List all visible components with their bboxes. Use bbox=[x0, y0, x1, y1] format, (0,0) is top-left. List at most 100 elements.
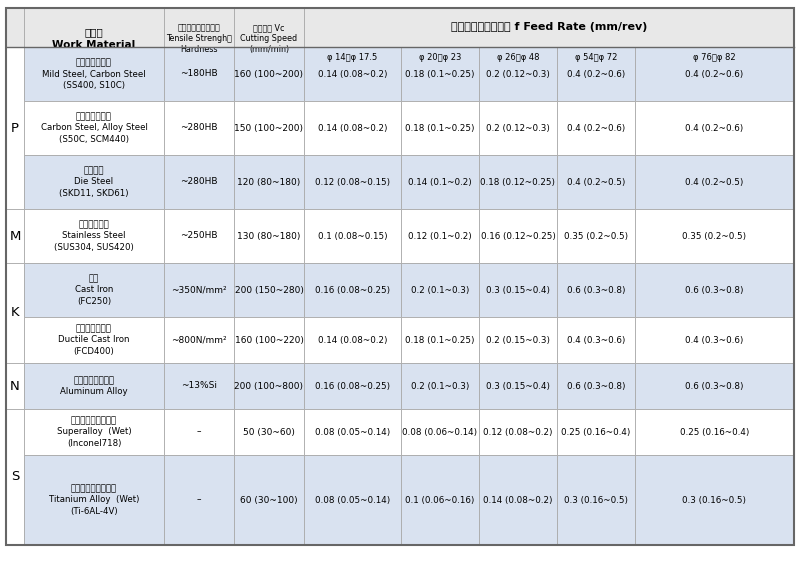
Bar bbox=[557, 47, 635, 101]
Text: 軟鬼、低炭素鬼
Mild Steel, Carbon Steel
(SS400, S10C): 軟鬼、低炭素鬼 Mild Steel, Carbon Steel (SS400,… bbox=[42, 58, 146, 89]
Bar bbox=[557, 317, 635, 363]
Text: 200 (150~280): 200 (150~280) bbox=[234, 285, 303, 295]
Text: –: – bbox=[197, 496, 202, 504]
Text: φ 76～φ 82: φ 76～φ 82 bbox=[693, 53, 736, 62]
Bar bbox=[24, 363, 164, 409]
Text: 200 (100~800): 200 (100~800) bbox=[234, 382, 303, 391]
Bar bbox=[234, 8, 304, 69]
Text: φ 14～φ 17.5: φ 14～φ 17.5 bbox=[327, 53, 378, 62]
Bar bbox=[479, 47, 557, 101]
Text: ダイス鬼
Die Steel
(SKD11, SKD61): ダイス鬼 Die Steel (SKD11, SKD61) bbox=[59, 166, 129, 198]
Text: 0.08 (0.06~0.14): 0.08 (0.06~0.14) bbox=[402, 427, 478, 437]
Bar bbox=[401, 409, 479, 455]
Bar bbox=[24, 209, 164, 263]
Bar bbox=[164, 209, 234, 263]
Bar bbox=[635, 209, 794, 263]
Bar bbox=[234, 47, 304, 101]
Bar bbox=[557, 409, 635, 455]
Bar bbox=[401, 101, 479, 155]
Text: 0.4 (0.2~0.5): 0.4 (0.2~0.5) bbox=[686, 178, 744, 186]
Text: ~350N/mm²: ~350N/mm² bbox=[171, 285, 227, 295]
Bar bbox=[479, 317, 557, 363]
Text: 0.4 (0.2~0.6): 0.4 (0.2~0.6) bbox=[686, 69, 744, 79]
Text: 160 (100~220): 160 (100~220) bbox=[234, 336, 303, 344]
Bar bbox=[557, 363, 635, 409]
Text: 150 (100~200): 150 (100~200) bbox=[234, 124, 303, 132]
Bar bbox=[234, 317, 304, 363]
Bar bbox=[234, 155, 304, 209]
Text: 0.6 (0.3~0.8): 0.6 (0.3~0.8) bbox=[566, 285, 626, 295]
Bar bbox=[479, 363, 557, 409]
Bar bbox=[304, 363, 401, 409]
Bar bbox=[304, 47, 401, 101]
Bar bbox=[234, 263, 304, 317]
Text: 超耕熱合金（湿式）
Superalloy  (Wet)
(Inconel718): 超耕熱合金（湿式） Superalloy (Wet) (Inconel718) bbox=[57, 417, 131, 448]
Bar bbox=[234, 455, 304, 545]
Bar bbox=[635, 263, 794, 317]
Bar bbox=[635, 47, 794, 101]
Bar bbox=[24, 455, 164, 545]
Text: 0.14 (0.1~0.2): 0.14 (0.1~0.2) bbox=[408, 178, 472, 186]
Bar bbox=[164, 8, 234, 69]
Text: ステンレス鬼
Stainless Steel
(SUS304, SUS420): ステンレス鬼 Stainless Steel (SUS304, SUS420) bbox=[54, 221, 134, 252]
Bar bbox=[401, 263, 479, 317]
Bar bbox=[164, 101, 234, 155]
Text: P: P bbox=[11, 121, 19, 135]
Bar bbox=[6, 263, 24, 363]
Text: 引張強さ・硬さ成分
Tensile Strengh・
Hardness: 引張強さ・硬さ成分 Tensile Strengh・ Hardness bbox=[166, 23, 232, 54]
Text: M: M bbox=[10, 230, 21, 242]
Text: 60 (30~100): 60 (30~100) bbox=[240, 496, 298, 504]
Text: 0.14 (0.08~0.2): 0.14 (0.08~0.2) bbox=[483, 496, 553, 504]
Text: 被削材
Work Material: 被削材 Work Material bbox=[52, 28, 136, 50]
Bar bbox=[635, 455, 794, 545]
Text: φ 26～φ 48: φ 26～φ 48 bbox=[497, 53, 539, 62]
Text: 0.08 (0.05~0.14): 0.08 (0.05~0.14) bbox=[315, 496, 390, 504]
Text: 0.4 (0.2~0.6): 0.4 (0.2~0.6) bbox=[567, 124, 625, 132]
Bar bbox=[479, 209, 557, 263]
Bar bbox=[401, 317, 479, 363]
Bar bbox=[557, 209, 635, 263]
Text: 0.18 (0.1~0.25): 0.18 (0.1~0.25) bbox=[406, 69, 474, 79]
Text: 0.2 (0.1~0.3): 0.2 (0.1~0.3) bbox=[411, 382, 469, 391]
Bar bbox=[479, 409, 557, 455]
Text: 0.16 (0.08~0.25): 0.16 (0.08~0.25) bbox=[315, 382, 390, 391]
Text: 0.14 (0.08~0.2): 0.14 (0.08~0.2) bbox=[318, 124, 387, 132]
Bar bbox=[479, 155, 557, 209]
Bar bbox=[557, 155, 635, 209]
Text: 0.12 (0.08~0.15): 0.12 (0.08~0.15) bbox=[315, 178, 390, 186]
Text: 160 (100~200): 160 (100~200) bbox=[234, 69, 303, 79]
Text: 0.2 (0.15~0.3): 0.2 (0.15~0.3) bbox=[486, 336, 550, 344]
Text: チタン合金（湿式）
Titanium Alloy  (Wet)
(Ti-6AL-4V): チタン合金（湿式） Titanium Alloy (Wet) (Ti-6AL-4… bbox=[49, 484, 139, 516]
Bar bbox=[24, 101, 164, 155]
Text: ~13%Si: ~13%Si bbox=[181, 382, 217, 391]
Text: 0.12 (0.08~0.2): 0.12 (0.08~0.2) bbox=[483, 427, 553, 437]
Bar bbox=[164, 263, 234, 317]
Text: ~800N/mm²: ~800N/mm² bbox=[171, 336, 227, 344]
Bar bbox=[557, 47, 635, 69]
Text: 0.14 (0.08~0.2): 0.14 (0.08~0.2) bbox=[318, 69, 387, 79]
Text: 0.08 (0.05~0.14): 0.08 (0.05~0.14) bbox=[315, 427, 390, 437]
Text: ダクタイル鑄鉄
Ductile Cast Iron
(FCD400): ダクタイル鑄鉄 Ductile Cast Iron (FCD400) bbox=[58, 324, 130, 356]
Text: 0.4 (0.3~0.6): 0.4 (0.3~0.6) bbox=[567, 336, 625, 344]
Text: 0.3 (0.16~0.5): 0.3 (0.16~0.5) bbox=[682, 496, 746, 504]
Bar bbox=[164, 409, 234, 455]
Text: 切削速度 Vc
Cutting Speed
(mm/min): 切削速度 Vc Cutting Speed (mm/min) bbox=[241, 23, 298, 54]
Bar bbox=[24, 47, 164, 101]
Bar bbox=[635, 409, 794, 455]
Text: 0.3 (0.16~0.5): 0.3 (0.16~0.5) bbox=[564, 496, 628, 504]
Bar bbox=[479, 101, 557, 155]
Bar bbox=[401, 455, 479, 545]
Bar bbox=[304, 101, 401, 155]
Text: 0.4 (0.2~0.5): 0.4 (0.2~0.5) bbox=[567, 178, 625, 186]
Text: K: K bbox=[10, 307, 19, 320]
Bar bbox=[304, 8, 794, 47]
Text: ~280HB: ~280HB bbox=[180, 178, 218, 186]
Text: 0.18 (0.1~0.25): 0.18 (0.1~0.25) bbox=[406, 124, 474, 132]
Bar bbox=[164, 317, 234, 363]
Bar bbox=[24, 317, 164, 363]
Bar bbox=[635, 363, 794, 409]
Text: 0.18 (0.12~0.25): 0.18 (0.12~0.25) bbox=[481, 178, 555, 186]
Text: 0.3 (0.15~0.4): 0.3 (0.15~0.4) bbox=[486, 382, 550, 391]
Text: 0.6 (0.3~0.8): 0.6 (0.3~0.8) bbox=[566, 382, 626, 391]
Bar bbox=[24, 8, 164, 69]
